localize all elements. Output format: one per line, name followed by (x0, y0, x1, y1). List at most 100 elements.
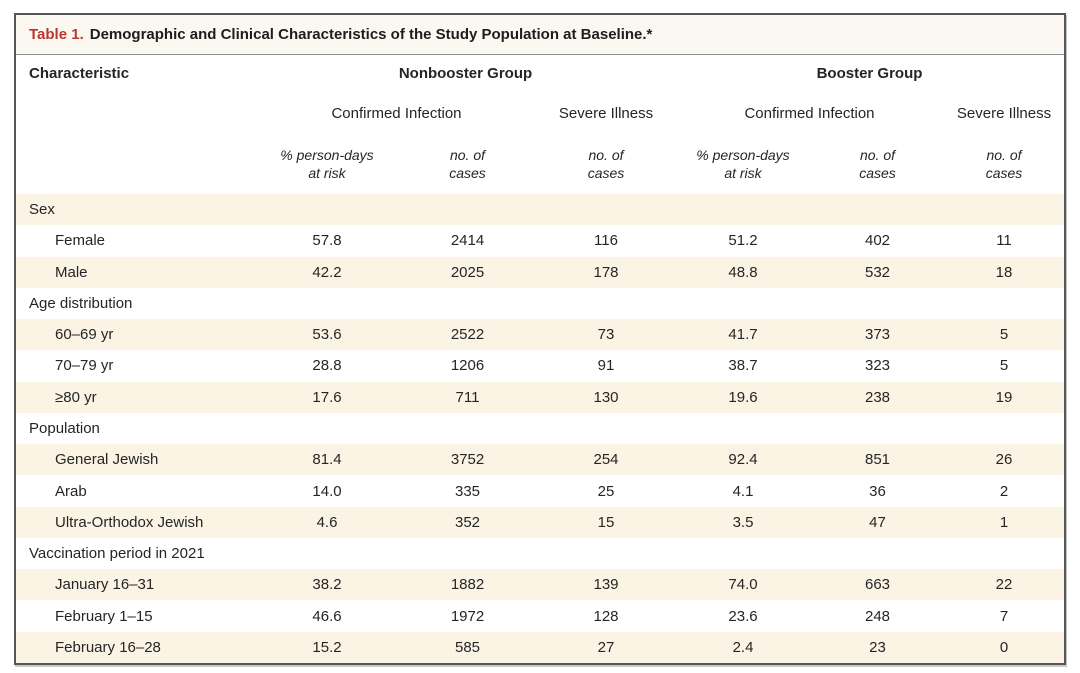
row-label: February 16–28 (55, 638, 161, 656)
measure-header-person-days-1: % person-days at risk (256, 147, 398, 182)
booster-group-header: Booster Group (816, 65, 923, 82)
cell: 4.1 (732, 482, 754, 500)
cell: 4.6 (316, 513, 338, 531)
cell: 402 (864, 232, 891, 250)
measure-line: cases (587, 164, 625, 181)
row-label: Ultra-Orthodox Jewish (55, 513, 204, 531)
table-row-january-16-31: January 16–31 38.2 1882 139 74.0 663 22 (16, 569, 1064, 601)
measure-header-row: % person-days at risk no. of cases no. of c… (16, 135, 1064, 194)
row-label: General Jewish (55, 451, 159, 469)
cell: 36 (869, 482, 886, 500)
row-label: Vaccination period in 2021 (29, 545, 205, 563)
cell: 851 (864, 451, 891, 469)
cell: 91 (597, 357, 615, 375)
cell: 19 (995, 388, 1013, 406)
cell: 1206 (450, 357, 485, 375)
table-number-label: Table 1. (29, 26, 84, 43)
row-label: Age distribution (29, 294, 133, 312)
measure-line: cases (859, 164, 896, 181)
cell: 18 (995, 263, 1013, 281)
cell: 42.2 (312, 263, 342, 281)
table-row-female: Female 57.8 2414 116 51.2 402 11 (16, 225, 1064, 256)
cell: 15 (597, 513, 615, 531)
row-label: ≥80 yr (55, 388, 97, 406)
measure-line: no. of (588, 147, 624, 163)
measure-header-cases-2: no. of cases (537, 147, 675, 182)
cell: 23.6 (728, 607, 758, 625)
cell: 238 (864, 388, 891, 406)
cell: 2414 (450, 232, 485, 250)
cell: 139 (593, 576, 619, 594)
nonbooster-group-header: Nonbooster Group (398, 65, 533, 82)
row-label: 70–79 yr (55, 357, 114, 375)
nonbooster-confirmed-infection-header: Confirmed Infection (331, 105, 462, 122)
measure-header-cases-3: no. of cases (811, 147, 944, 182)
table-row-february-16-28: February 16–28 15.2 585 27 2.4 23 0 (16, 631, 1064, 663)
cell: 373 (864, 326, 891, 344)
cell: 1972 (450, 607, 485, 625)
cell: 116 (594, 232, 618, 250)
cell: 128 (593, 607, 619, 625)
cell: 17.6 (312, 388, 342, 406)
measure-header-cases-4: no. of cases (944, 147, 1064, 182)
cell: 2 (999, 482, 1009, 500)
cell: 47 (869, 513, 886, 531)
cell: 2.4 (732, 638, 754, 656)
cell: 19.6 (728, 388, 758, 406)
measure-line: cases (985, 164, 1023, 181)
cell: 2025 (450, 263, 485, 281)
cell: 27 (597, 638, 615, 656)
cell: 323 (864, 357, 891, 375)
cell: 14.0 (312, 482, 342, 500)
cell: 38.7 (728, 357, 758, 375)
cell: 74.0 (728, 576, 758, 594)
measure-line: % person-days (280, 147, 374, 163)
cell: 3752 (450, 451, 485, 469)
cell: 1 (999, 513, 1009, 531)
booster-severe-illness-header: Severe Illness (956, 105, 1052, 122)
cell: 15.2 (312, 638, 342, 656)
cell: 7 (999, 607, 1009, 625)
measure-line: cases (449, 164, 486, 181)
booster-confirmed-infection-header: Confirmed Infection (744, 105, 875, 122)
cell: 26 (995, 451, 1013, 469)
measure-line: no. of (449, 147, 486, 163)
cell: 532 (864, 263, 891, 281)
row-label: February 1–15 (55, 607, 153, 625)
measure-line: no. of (986, 147, 1022, 163)
row-label: Arab (55, 482, 87, 500)
cell: 53.6 (312, 326, 342, 344)
cell: 5 (999, 357, 1009, 375)
cell: 46.6 (312, 607, 342, 625)
row-label: Population (29, 419, 100, 437)
characteristic-header: Characteristic (29, 65, 130, 82)
table-row-ultra-orthodox: Ultra-Orthodox Jewish 4.6 352 15 3.5 47 … (16, 506, 1064, 538)
cell: 28.8 (312, 357, 342, 375)
cell: 22 (995, 576, 1013, 594)
cell: 254 (593, 451, 619, 469)
cell: 23 (869, 638, 886, 656)
cell: 51.2 (728, 232, 758, 250)
cell: 48.8 (728, 263, 758, 281)
measure-header-cases-1: no. of cases (398, 147, 537, 182)
row-label: 60–69 yr (55, 326, 114, 344)
cell: 248 (864, 607, 891, 625)
row-label: Female (55, 232, 106, 250)
cell: 0 (999, 638, 1009, 656)
cell: 1882 (450, 576, 485, 594)
table-row-70-79: 70–79 yr 28.8 1206 91 38.7 323 5 (16, 350, 1064, 381)
cell: 178 (593, 263, 619, 281)
table-row-arab: Arab 14.0 335 25 4.1 36 2 (16, 475, 1064, 506)
cell: 41.7 (728, 326, 758, 344)
cell: 92.4 (728, 451, 758, 469)
outcome-header-row: Confirmed Infection Severe Illness Confi… (16, 92, 1064, 135)
cell: 73 (597, 326, 615, 344)
cell: 81.4 (312, 451, 342, 469)
table-title: Demographic and Clinical Characteristics… (89, 26, 653, 43)
cell: 585 (454, 638, 481, 656)
row-label: Male (55, 263, 88, 281)
row-label: January 16–31 (55, 576, 155, 594)
measure-header-person-days-2: % person-days at risk (675, 147, 811, 182)
cell: 38.2 (312, 576, 342, 594)
cell: 11 (996, 232, 1012, 250)
